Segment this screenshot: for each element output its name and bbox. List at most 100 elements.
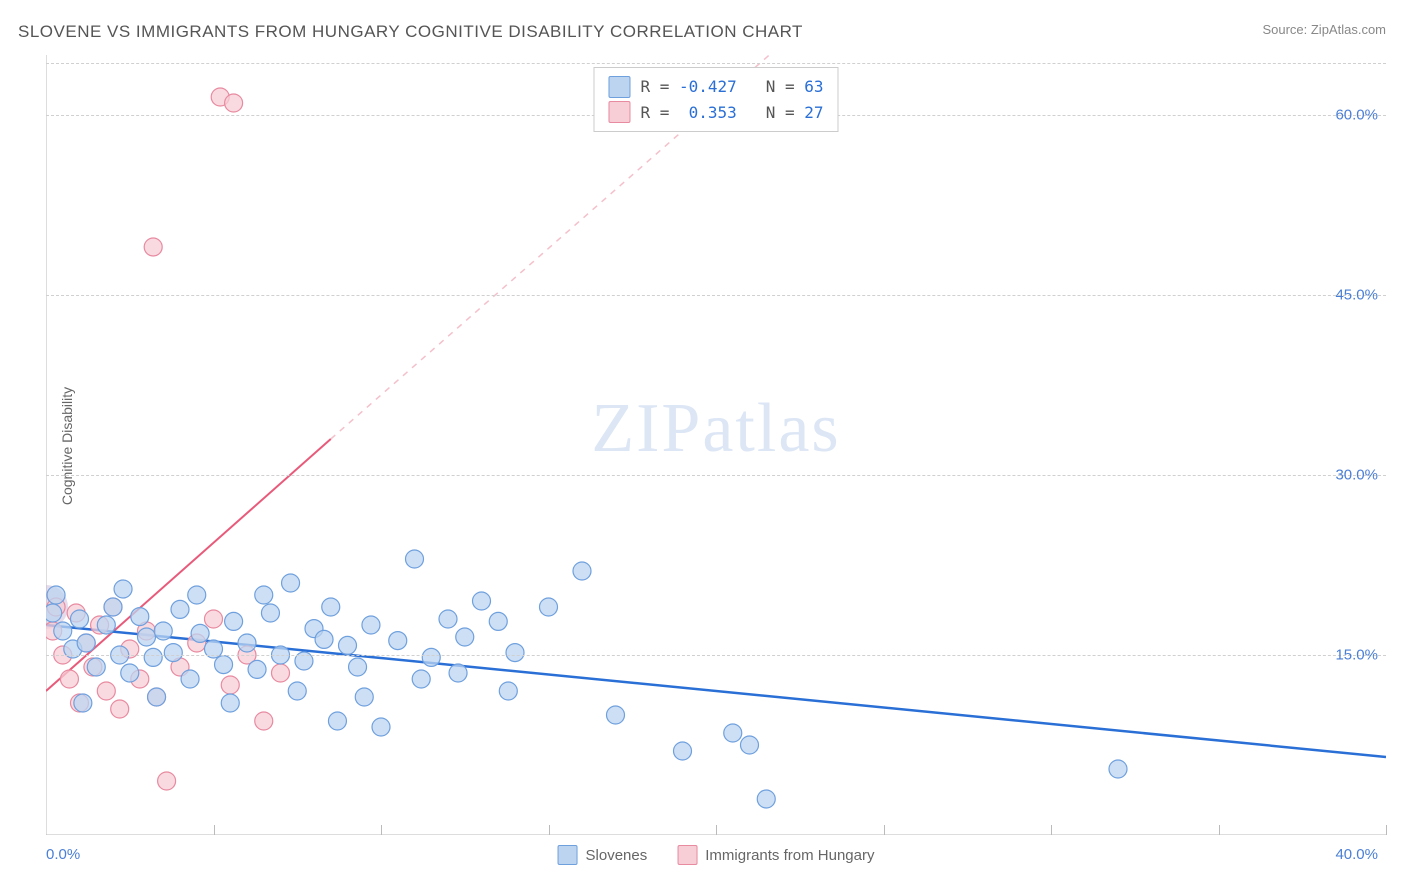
x-axis-min-label: 0.0% (46, 846, 80, 863)
data-point (46, 604, 62, 622)
x-tick (716, 825, 717, 835)
data-point (60, 670, 78, 688)
legend-label: Immigrants from Hungary (705, 847, 874, 864)
legend-label: Slovenes (586, 847, 648, 864)
data-point (355, 688, 373, 706)
data-point (144, 238, 162, 256)
legend-row: R = -0.427 N = 63 (608, 74, 823, 100)
x-tick (549, 825, 550, 835)
data-point (154, 622, 172, 640)
data-point (158, 772, 176, 790)
data-point (138, 628, 156, 646)
data-point (191, 624, 209, 642)
data-point (54, 622, 72, 640)
gridline (46, 63, 1386, 64)
data-point (181, 670, 199, 688)
x-axis-max-label: 40.0% (1335, 846, 1378, 863)
data-point (506, 644, 524, 662)
x-tick (381, 825, 382, 835)
data-point (74, 694, 92, 712)
legend-swatch (558, 845, 578, 865)
data-point (188, 586, 206, 604)
data-point (456, 628, 474, 646)
legend-item: Immigrants from Hungary (677, 845, 874, 865)
data-point (261, 604, 279, 622)
data-point (97, 682, 115, 700)
data-point (87, 658, 105, 676)
data-point (499, 682, 517, 700)
legend-swatch (608, 76, 630, 98)
data-point (47, 586, 65, 604)
data-point (449, 664, 467, 682)
data-point (362, 616, 380, 634)
x-tick (1386, 825, 1387, 835)
legend-item: Slovenes (558, 845, 648, 865)
data-point (339, 636, 357, 654)
data-point (573, 562, 591, 580)
data-point (71, 610, 89, 628)
legend-row: R = 0.353 N = 27 (608, 100, 823, 126)
data-point (406, 550, 424, 568)
data-point (255, 712, 273, 730)
y-tick-label: 60.0% (1335, 107, 1378, 124)
data-point (540, 598, 558, 616)
gridline (46, 295, 1386, 296)
data-point (225, 94, 243, 112)
data-point (288, 682, 306, 700)
correlation-legend: R = -0.427 N = 63R = 0.353 N = 27 (593, 67, 838, 132)
data-point (1109, 760, 1127, 778)
data-point (489, 612, 507, 630)
data-point (77, 634, 95, 652)
data-point (412, 670, 430, 688)
data-point (114, 580, 132, 598)
data-point (225, 612, 243, 630)
data-point (389, 632, 407, 650)
data-point (104, 598, 122, 616)
x-tick (1219, 825, 1220, 835)
data-point (248, 660, 266, 678)
data-point (439, 610, 457, 628)
data-point (148, 688, 166, 706)
gridline (46, 655, 1386, 656)
legend-stats: R = 0.353 N = 27 (640, 100, 823, 126)
x-tick (884, 825, 885, 835)
data-point (349, 658, 367, 676)
data-point (255, 586, 273, 604)
data-point (221, 694, 239, 712)
data-point (282, 574, 300, 592)
chart-title: SLOVENE VS IMMIGRANTS FROM HUNGARY COGNI… (18, 22, 803, 42)
data-point (607, 706, 625, 724)
series-legend: Slovenes Immigrants from Hungary (558, 845, 875, 865)
x-tick (1051, 825, 1052, 835)
data-point (144, 648, 162, 666)
data-point (131, 608, 149, 626)
data-point (372, 718, 390, 736)
legend-swatch (677, 845, 697, 865)
data-point (171, 600, 189, 618)
data-point (422, 648, 440, 666)
data-point (272, 664, 290, 682)
gridline (46, 475, 1386, 476)
x-tick (214, 825, 215, 835)
data-point (238, 634, 256, 652)
data-point (741, 736, 759, 754)
data-point (121, 664, 139, 682)
scatter-chart (46, 55, 1386, 835)
data-point (328, 712, 346, 730)
data-point (164, 644, 182, 662)
plot-area: ZIPatlas 15.0%30.0%45.0%60.0% 0.0% 40.0%… (46, 55, 1386, 835)
data-point (111, 700, 129, 718)
legend-stats: R = -0.427 N = 63 (640, 74, 823, 100)
data-point (724, 724, 742, 742)
data-point (473, 592, 491, 610)
data-point (757, 790, 775, 808)
y-tick-label: 30.0% (1335, 467, 1378, 484)
source-attribution: Source: ZipAtlas.com (1262, 22, 1386, 37)
data-point (221, 676, 239, 694)
data-point (315, 630, 333, 648)
data-point (322, 598, 340, 616)
data-point (205, 610, 223, 628)
y-tick-label: 15.0% (1335, 647, 1378, 664)
data-point (674, 742, 692, 760)
y-tick-label: 45.0% (1335, 287, 1378, 304)
